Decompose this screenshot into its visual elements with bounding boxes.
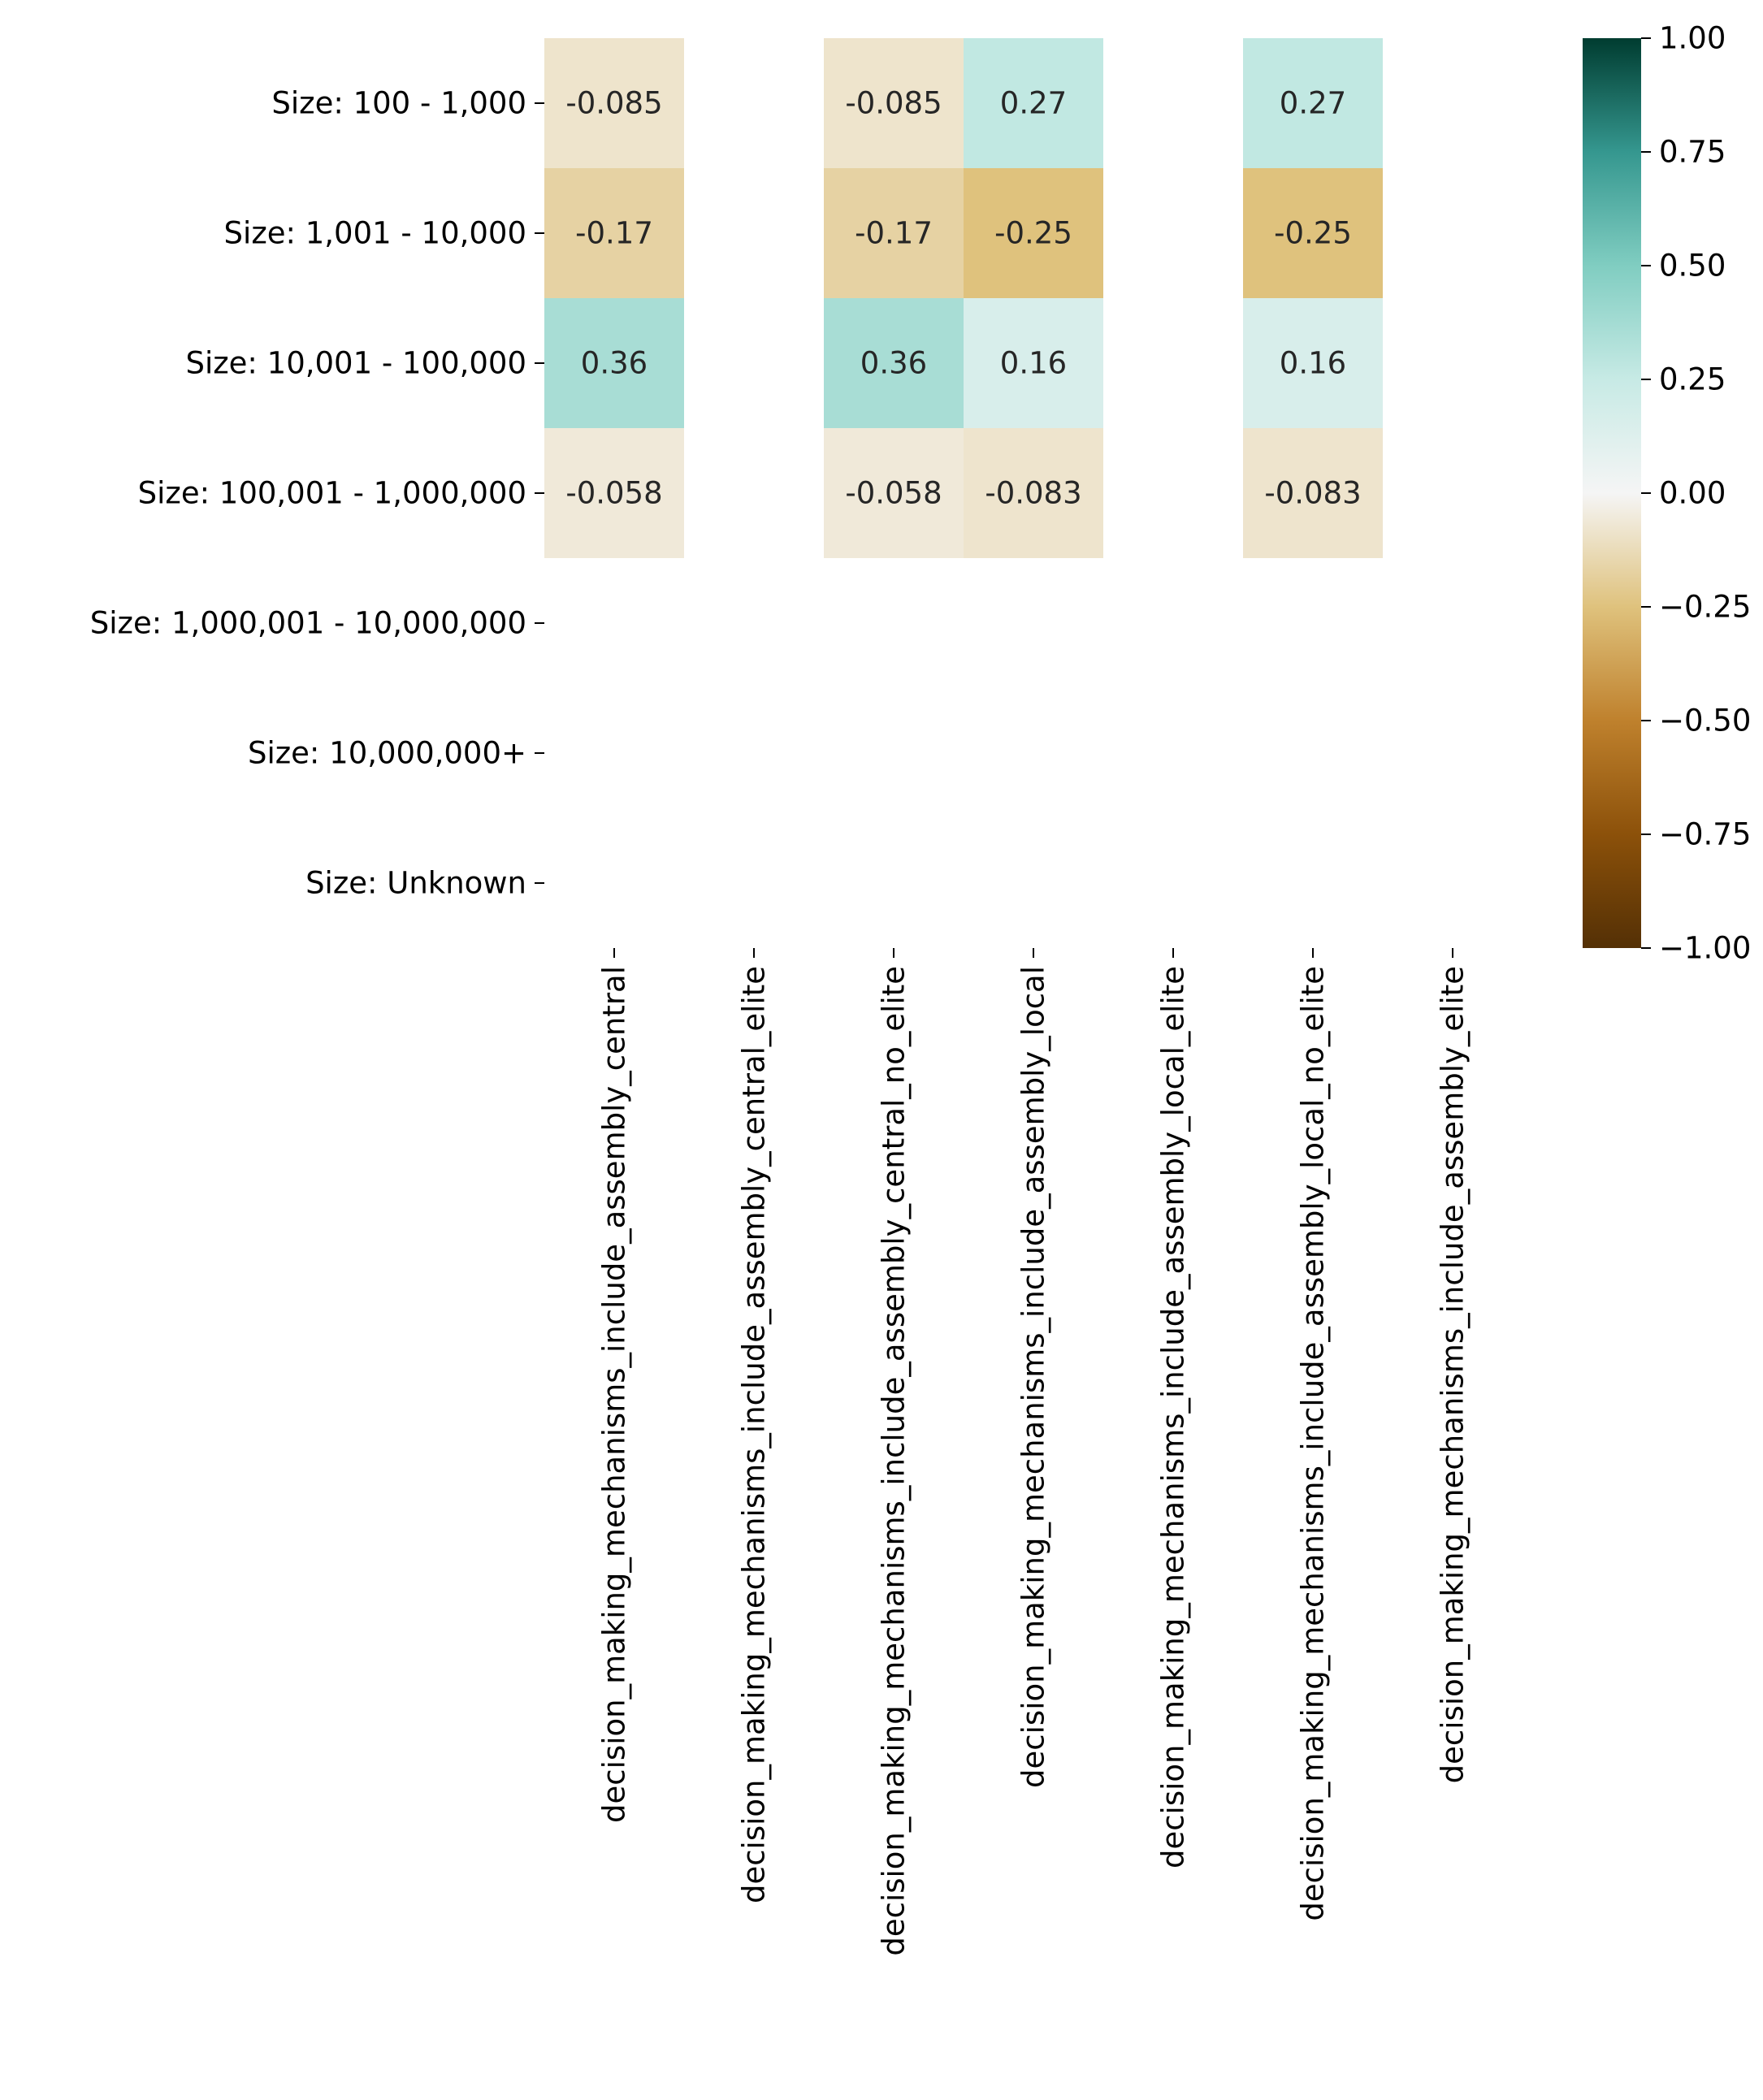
cell-value-label: -0.083 — [1264, 476, 1361, 511]
cell-value-label: -0.25 — [1274, 216, 1352, 251]
y-tick-label: Size: 10,001 - 100,000 — [185, 346, 526, 381]
heatmap-cell — [1243, 298, 1383, 428]
colorbar-tick-label: −0.75 — [1659, 817, 1751, 852]
cell-value-label: 0.27 — [1280, 86, 1346, 121]
heatmap-cell — [824, 168, 964, 298]
y-tick-label: Size: 1,001 - 10,000 — [224, 216, 526, 251]
x-tick-label: decision_making_mechanisms_include_assem… — [1016, 966, 1051, 1788]
heatmap-cell — [824, 38, 964, 168]
heatmap-cell — [544, 38, 684, 168]
x-tick-label: decision_making_mechanisms_include_assem… — [737, 966, 772, 1903]
heatmap-cell — [544, 298, 684, 428]
y-tick-label: Size: Unknown — [305, 866, 526, 901]
y-tick-label: Size: 1,000,001 - 10,000,000 — [90, 606, 526, 641]
heatmap-cell — [1243, 38, 1383, 168]
cell-value-label: -0.083 — [985, 476, 1081, 511]
cell-value-label: 0.36 — [860, 346, 927, 381]
colorbar-tick-label: 1.00 — [1659, 21, 1726, 56]
heatmap-cell — [964, 428, 1103, 558]
cell-value-label: -0.17 — [855, 216, 933, 251]
colorbar-tick-label: −1.00 — [1659, 931, 1751, 966]
colorbar-tick-label: 0.50 — [1659, 249, 1726, 284]
colorbar: 1.00 0.75 0.50 0.25 0.00 −0.25 −0.50 −0.75 −1.00 — [1583, 21, 1751, 966]
heatmap-cell — [1243, 168, 1383, 298]
y-tick-label: Size: 100,001 - 1,000,000 — [138, 476, 526, 511]
cell-value-label: -0.058 — [845, 476, 942, 511]
x-tick-label: decision_making_mechanisms_include_assem… — [1436, 966, 1471, 1783]
x-tick-label: decision_making_mechanisms_include_assem… — [597, 966, 632, 1823]
x-tick-label: decision_making_mechanisms_include_assem… — [1296, 966, 1331, 1921]
heatmap-cell — [824, 298, 964, 428]
cell-value-label: -0.25 — [994, 216, 1072, 251]
cell-annotations: -0.085 -0.085 0.27 0.27 -0.17 -0.17 -0.25 -0.25… — [565, 86, 1361, 511]
colorbar-tick-label: 0.75 — [1659, 135, 1726, 170]
cell-value-label: 0.16 — [1000, 346, 1067, 381]
x-tick-label: decision_making_mechanisms_include_assem… — [1156, 966, 1191, 1868]
colorbar-tick-label: −0.25 — [1659, 590, 1751, 625]
heatmap-cell — [544, 168, 684, 298]
cell-value-label: -0.085 — [845, 86, 942, 121]
heatmap-cell — [1243, 428, 1383, 558]
heatmap-cell — [544, 428, 684, 558]
cell-value-label: -0.058 — [565, 476, 662, 511]
colorbar-tick-label: 0.00 — [1659, 476, 1726, 511]
heatmap-cell — [964, 298, 1103, 428]
cell-value-label: -0.17 — [575, 216, 653, 251]
heatmap-cell — [964, 38, 1103, 168]
x-tick-label: decision_making_mechanisms_include_assem… — [877, 966, 912, 1956]
cell-value-label: 0.36 — [581, 346, 648, 381]
heatmap-cells — [544, 38, 1383, 558]
heatmap-cell — [824, 428, 964, 558]
colorbar-tick-label: 0.25 — [1659, 362, 1726, 397]
cell-value-label: 0.27 — [1000, 86, 1067, 121]
heatmap-cell — [964, 168, 1103, 298]
cell-value-label: 0.16 — [1280, 346, 1346, 381]
colorbar-tick-label: −0.50 — [1659, 704, 1751, 738]
x-axis: decision_making_mechanisms_include_assem… — [597, 948, 1471, 1956]
colorbar-gradient — [1583, 38, 1641, 948]
y-tick-label: Size: 10,000,000+ — [248, 736, 526, 771]
y-axis: Size: 100 - 1,000 Size: 1,001 - 10,000 Siz… — [90, 86, 544, 901]
y-tick-label: Size: 100 - 1,000 — [271, 86, 526, 121]
cell-value-label: -0.085 — [565, 86, 662, 121]
